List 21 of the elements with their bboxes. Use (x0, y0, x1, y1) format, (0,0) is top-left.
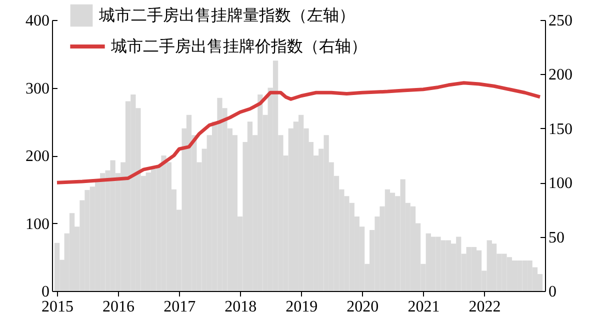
y2-tick-label: 150 (548, 120, 572, 138)
y2-tick-label: 50 (548, 229, 564, 246)
legend-label: 城市二手房出售挂牌价指数（右轴） (110, 38, 367, 56)
x-tick-label: 2020 (346, 298, 379, 316)
x-tick-label: 2017 (164, 298, 196, 316)
y-tick-label: 0 (42, 284, 50, 300)
y2-tick-label: 200 (548, 66, 572, 84)
y-tick-label: 100 (26, 216, 50, 233)
y2-tick-label: 250 (548, 12, 572, 30)
y2-tick-label: 100 (548, 175, 572, 192)
x-tick-label: 2016 (102, 298, 134, 316)
x-tick-label: 2019 (286, 298, 318, 316)
x-tick-label: 2021 (408, 298, 440, 316)
y2-tick-label: 0 (548, 284, 556, 300)
y-tick-label: 200 (26, 148, 50, 165)
x-tick-label: 2018 (224, 298, 257, 316)
x-tick-label: 2022 (468, 298, 501, 316)
legend-label: 城市二手房出售挂牌量指数（左轴） (98, 6, 355, 24)
y-tick-label: 400 (26, 12, 50, 30)
x-tick-label: 2015 (42, 298, 74, 316)
y-tick-label: 300 (26, 80, 50, 98)
